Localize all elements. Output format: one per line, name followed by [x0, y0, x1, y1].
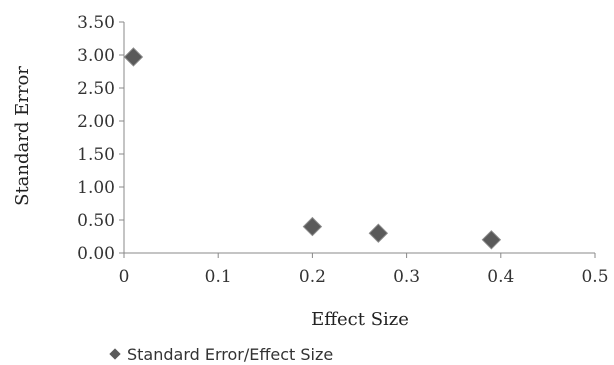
x-axis-title: Effect Size [311, 309, 409, 330]
x-tick-label: 0.3 [393, 267, 420, 287]
y-tick-label: 2.00 [77, 112, 115, 132]
y-axis-ticks: 0.00 0.50 1.00 1.50 2.00 2.50 3.00 3.50 [77, 13, 124, 264]
legend-marker-icon [109, 348, 121, 360]
x-axis-ticks: 0 0.1 0.2 0.3 0.4 0.5 [119, 253, 609, 287]
x-tick-label: 0 [119, 267, 130, 287]
data-point [368, 223, 389, 243]
data-point [302, 216, 323, 237]
data-point [481, 230, 502, 250]
y-tick-label: 0.00 [77, 244, 115, 264]
data-points [123, 47, 502, 250]
y-tick-label: 1.00 [77, 178, 115, 198]
legend-label: Standard Error/Effect Size [127, 345, 333, 364]
y-tick-label: 1.50 [77, 145, 115, 165]
data-point [123, 47, 144, 67]
legend: Standard Error/Effect Size [109, 345, 333, 364]
y-tick-label: 2.50 [77, 79, 115, 99]
y-tick-label: 3.50 [77, 13, 115, 33]
x-tick-label: 0.5 [581, 267, 608, 287]
y-tick-label: 3.00 [77, 46, 115, 66]
x-tick-label: 0.1 [205, 267, 232, 287]
y-tick-label: 0.50 [77, 211, 115, 231]
x-tick-label: 0.2 [299, 267, 326, 287]
y-axis-title: Standard Error [12, 66, 33, 206]
x-tick-label: 0.4 [487, 267, 514, 287]
